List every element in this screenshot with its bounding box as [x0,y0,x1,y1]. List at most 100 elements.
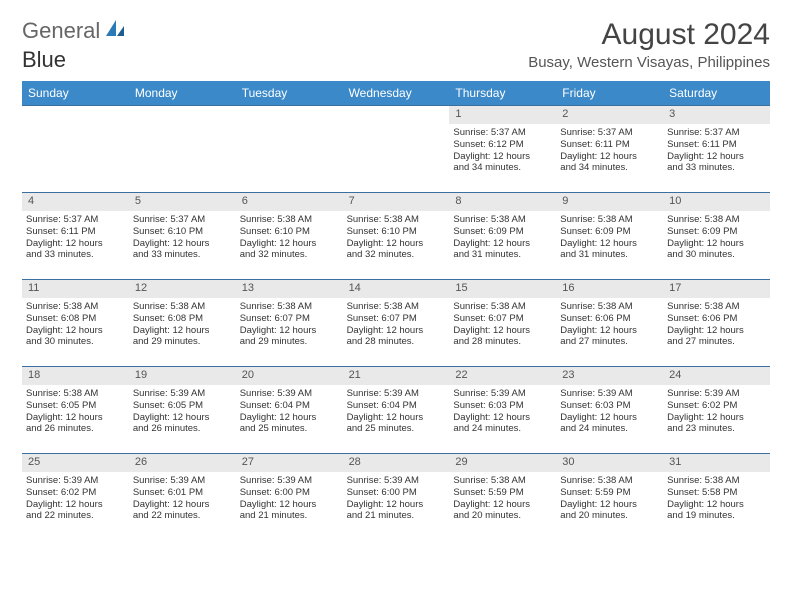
day-cell: 14Sunrise: 5:38 AMSunset: 6:07 PMDayligh… [343,280,450,366]
day-cell: 23Sunrise: 5:39 AMSunset: 6:03 PMDayligh… [556,367,663,453]
day-cell: 21Sunrise: 5:39 AMSunset: 6:04 PMDayligh… [343,367,450,453]
daylight-text: Daylight: 12 hours [453,325,552,337]
day-cell: 15Sunrise: 5:38 AMSunset: 6:07 PMDayligh… [449,280,556,366]
daylight-text: Daylight: 12 hours [26,325,125,337]
daylight-text: Daylight: 12 hours [347,238,446,250]
daylight-text: Daylight: 12 hours [347,325,446,337]
day-number: 13 [236,280,343,298]
sunrise-text: Sunrise: 5:38 AM [347,301,446,313]
day-cell: 24Sunrise: 5:39 AMSunset: 6:02 PMDayligh… [663,367,770,453]
sunrise-text: Sunrise: 5:37 AM [667,127,766,139]
day-number: 4 [22,193,129,211]
daylight-text: Daylight: 12 hours [240,412,339,424]
daylight-text: Daylight: 12 hours [26,238,125,250]
day-header-thu: Thursday [449,81,556,105]
daylight-text: Daylight: 12 hours [240,238,339,250]
day-cell: 8 Sunrise: 5:38 AMSunset: 6:09 PMDaylight… [449,193,556,279]
day-cell: 22Sunrise: 5:39 AMSunset: 6:03 PMDayligh… [449,367,556,453]
sunset-text: Sunset: 6:09 PM [667,226,766,238]
daylight-text: and 32 minutes. [347,249,446,261]
day-number: 18 [22,367,129,385]
sunset-text: Sunset: 6:11 PM [667,139,766,151]
day-number: 29 [449,454,556,472]
day-cell [236,106,343,192]
daylight-text: and 22 minutes. [133,510,232,522]
daylight-text: and 20 minutes. [560,510,659,522]
daylight-text: and 28 minutes. [347,336,446,348]
daylight-text: and 29 minutes. [133,336,232,348]
day-number: 30 [556,454,663,472]
daylight-text: and 34 minutes. [453,162,552,174]
sunset-text: Sunset: 6:09 PM [453,226,552,238]
day-number: 7 [343,193,450,211]
daylight-text: and 26 minutes. [133,423,232,435]
day-cell: 20Sunrise: 5:39 AMSunset: 6:04 PMDayligh… [236,367,343,453]
sunset-text: Sunset: 5:58 PM [667,487,766,499]
day-number [343,106,450,110]
daylight-text: Daylight: 12 hours [667,412,766,424]
day-cell: 11Sunrise: 5:38 AMSunset: 6:08 PMDayligh… [22,280,129,366]
sunset-text: Sunset: 6:04 PM [347,400,446,412]
day-cell: 10Sunrise: 5:38 AMSunset: 6:09 PMDayligh… [663,193,770,279]
daylight-text: and 32 minutes. [240,249,339,261]
day-cell: 3 Sunrise: 5:37 AMSunset: 6:11 PMDaylight… [663,106,770,192]
week-row: 1Sunrise: 5:37 AMSunset: 6:12 PMDaylight… [22,105,770,192]
day-number: 2 [556,106,663,124]
sunset-text: Sunset: 6:10 PM [240,226,339,238]
daylight-text: Daylight: 12 hours [667,499,766,511]
day-cell: 29Sunrise: 5:38 AMSunset: 5:59 PMDayligh… [449,454,556,540]
sunset-text: Sunset: 6:11 PM [560,139,659,151]
sunrise-text: Sunrise: 5:37 AM [453,127,552,139]
daylight-text: Daylight: 12 hours [240,499,339,511]
day-cell: 27Sunrise: 5:39 AMSunset: 6:00 PMDayligh… [236,454,343,540]
day-cell: 17Sunrise: 5:38 AMSunset: 6:06 PMDayligh… [663,280,770,366]
daylight-text: Daylight: 12 hours [133,412,232,424]
daylight-text: and 20 minutes. [453,510,552,522]
day-cell: 9Sunrise: 5:38 AMSunset: 6:09 PMDaylight… [556,193,663,279]
day-header-sun: Sunday [22,81,129,105]
week-row: 4Sunrise: 5:37 AMSunset: 6:11 PMDaylight… [22,192,770,279]
sunrise-text: Sunrise: 5:38 AM [667,301,766,313]
day-cell: 26Sunrise: 5:39 AMSunset: 6:01 PMDayligh… [129,454,236,540]
daylight-text: Daylight: 12 hours [560,238,659,250]
day-number: 24 [663,367,770,385]
day-number [129,106,236,110]
day-cell: 16Sunrise: 5:38 AMSunset: 6:06 PMDayligh… [556,280,663,366]
daylight-text: and 30 minutes. [667,249,766,261]
day-number: 22 [449,367,556,385]
sunrise-text: Sunrise: 5:39 AM [240,475,339,487]
sunset-text: Sunset: 6:04 PM [240,400,339,412]
day-number: 25 [22,454,129,472]
day-number: 8 [449,193,556,211]
daylight-text: and 33 minutes. [667,162,766,174]
sunset-text: Sunset: 6:05 PM [26,400,125,412]
daylight-text: Daylight: 12 hours [453,238,552,250]
sunrise-text: Sunrise: 5:38 AM [26,388,125,400]
daylight-text: and 31 minutes. [453,249,552,261]
sunrise-text: Sunrise: 5:38 AM [453,214,552,226]
daylight-text: Daylight: 12 hours [453,151,552,163]
daylight-text: and 31 minutes. [560,249,659,261]
day-header-wed: Wednesday [343,81,450,105]
day-number: 5 [129,193,236,211]
day-cell: 18Sunrise: 5:38 AMSunset: 6:05 PMDayligh… [22,367,129,453]
week-row: 11Sunrise: 5:38 AMSunset: 6:08 PMDayligh… [22,279,770,366]
daylight-text: Daylight: 12 hours [667,151,766,163]
daylight-text: and 33 minutes. [26,249,125,261]
daylight-text: Daylight: 12 hours [560,325,659,337]
sunrise-text: Sunrise: 5:38 AM [240,301,339,313]
day-number: 15 [449,280,556,298]
daylight-text: and 21 minutes. [347,510,446,522]
day-cell: 2Sunrise: 5:37 AMSunset: 6:11 PMDaylight… [556,106,663,192]
day-number: 3 [663,106,770,124]
sunset-text: Sunset: 6:07 PM [347,313,446,325]
sunrise-text: Sunrise: 5:38 AM [560,214,659,226]
sunrise-text: Sunrise: 5:39 AM [133,388,232,400]
sunrise-text: Sunrise: 5:38 AM [453,475,552,487]
daylight-text: Daylight: 12 hours [667,325,766,337]
daylight-text: Daylight: 12 hours [560,412,659,424]
daylight-text: and 24 minutes. [560,423,659,435]
daylight-text: Daylight: 12 hours [560,151,659,163]
daylight-text: Daylight: 12 hours [560,499,659,511]
daylight-text: and 25 minutes. [240,423,339,435]
